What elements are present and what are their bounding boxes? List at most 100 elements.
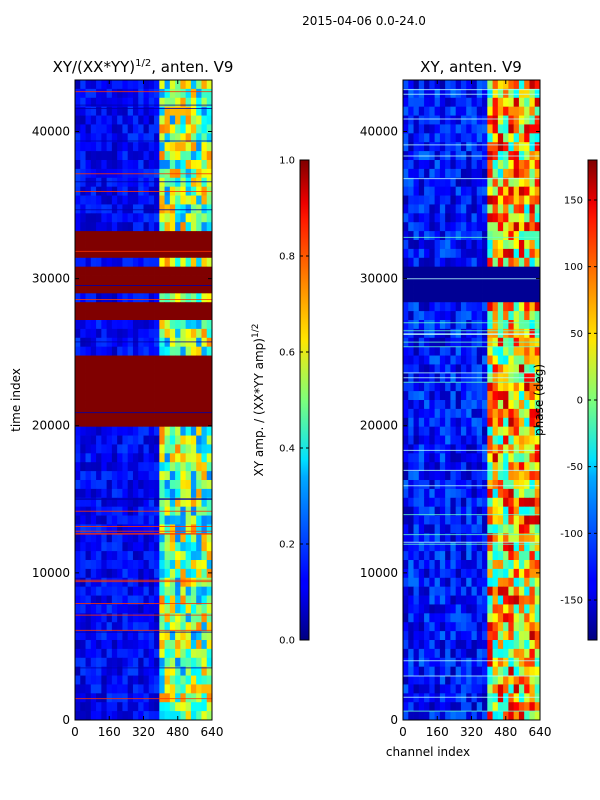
heatmap-cell <box>175 266 181 276</box>
heatmap-cell <box>487 631 493 641</box>
heatmap-cell <box>476 488 483 499</box>
heatmap-cell <box>418 160 425 170</box>
heatmap-cell <box>482 213 488 223</box>
heatmap-cell <box>85 284 92 294</box>
heatmap-cell <box>482 195 488 205</box>
heatmap-cell <box>445 115 451 125</box>
heatmap-cell <box>132 657 139 668</box>
heatmap-cell <box>90 257 97 268</box>
heatmap-cell <box>117 97 123 108</box>
heatmap-cell <box>445 231 451 241</box>
heatmap-cell <box>503 213 509 223</box>
heatmap-cell <box>96 391 102 401</box>
heatmap-cell <box>96 364 102 374</box>
heatmap-cell <box>122 177 129 188</box>
heatmap-cell <box>117 640 123 650</box>
heatmap-cell <box>482 506 488 516</box>
right-panel-title: XY, anten. V9 <box>420 58 522 76</box>
heatmap-cell <box>138 337 144 348</box>
heatmap-cell <box>466 551 472 561</box>
heatmap-cell <box>403 400 409 410</box>
y-tick-label: 40000 <box>32 124 70 138</box>
heatmap-cell <box>180 337 187 348</box>
heatmap-cell <box>80 400 86 410</box>
heatmap-cell <box>180 400 187 410</box>
heatmap-cell <box>196 435 202 445</box>
heatmap-cell <box>529 168 536 179</box>
colorbar-tick-label: 0.8 <box>279 252 295 263</box>
heatmap-cell <box>508 391 515 401</box>
heatmap-cell <box>434 693 441 703</box>
heatmap-cell <box>101 640 108 650</box>
heatmap-cell <box>424 577 430 588</box>
heatmap-cell <box>487 204 493 214</box>
heatmap-cell <box>122 693 129 703</box>
heatmap-cell <box>513 417 520 428</box>
heatmap-cell <box>101 480 108 490</box>
heatmap-cell <box>169 373 176 383</box>
heatmap-cell <box>143 222 150 232</box>
heatmap-cell <box>408 195 414 205</box>
heatmap-cell <box>148 320 155 330</box>
heatmap-cell <box>138 408 144 419</box>
heatmap-cell <box>201 284 208 294</box>
heatmap-cell <box>175 115 181 125</box>
heatmap-cell <box>487 311 493 321</box>
heatmap-cell <box>534 586 540 596</box>
heatmap-cell <box>508 471 515 481</box>
heatmap-cell <box>439 515 446 525</box>
heatmap-cell <box>175 675 181 685</box>
heatmap-cell <box>503 542 509 552</box>
heatmap-cell <box>85 346 92 356</box>
heatmap-cell <box>106 115 113 125</box>
heatmap-cell <box>106 355 113 365</box>
heatmap-cell <box>132 204 139 214</box>
heatmap-cell <box>466 248 472 259</box>
heatmap-cell <box>429 533 436 543</box>
heatmap-cell <box>471 133 478 143</box>
heatmap-cell <box>138 542 144 552</box>
heatmap-cell <box>117 453 123 463</box>
heatmap-cell <box>445 622 451 632</box>
heatmap-cell <box>487 177 493 188</box>
heatmap-cell <box>196 711 202 720</box>
heatmap-cell <box>148 133 155 143</box>
heatmap-cell <box>408 293 414 303</box>
heatmap-cell <box>111 453 118 463</box>
heatmap-cell <box>196 480 202 490</box>
heatmap-cell <box>180 124 187 134</box>
heatmap-cell <box>455 488 462 499</box>
heatmap-cell <box>466 533 472 543</box>
heatmap-cell <box>403 453 409 463</box>
heatmap-cell <box>418 311 425 321</box>
heatmap-cell <box>111 248 118 259</box>
heatmap-cell <box>471 648 478 659</box>
heatmap-cell <box>111 337 118 348</box>
heatmap-cell <box>196 524 202 534</box>
heatmap-cell <box>439 648 446 659</box>
heatmap-cell <box>466 631 472 641</box>
heatmap-cell <box>418 622 425 632</box>
heatmap-cell <box>497 595 504 605</box>
heatmap-cell <box>175 355 181 365</box>
heatmap-cell <box>529 133 536 143</box>
heatmap-cell <box>439 622 446 632</box>
heatmap-cell <box>455 631 462 641</box>
heatmap-cell <box>90 604 97 614</box>
heatmap-cell <box>138 693 144 703</box>
heatmap-cell <box>101 675 108 685</box>
heatmap-cell <box>524 622 530 632</box>
heatmap-cell <box>476 275 483 285</box>
heatmap-cell <box>180 693 187 703</box>
heatmap-cell <box>196 275 202 285</box>
heatmap-cell <box>164 622 171 632</box>
heatmap-cell <box>185 471 192 481</box>
heatmap-cell <box>529 577 536 588</box>
heatmap-cell <box>169 453 176 463</box>
heatmap-cell <box>503 320 509 330</box>
heatmap-cell <box>122 275 129 285</box>
heatmap-cell <box>122 80 129 90</box>
heatmap-cell <box>455 106 462 116</box>
heatmap-cell <box>154 231 160 241</box>
heatmap-cell <box>85 133 92 143</box>
